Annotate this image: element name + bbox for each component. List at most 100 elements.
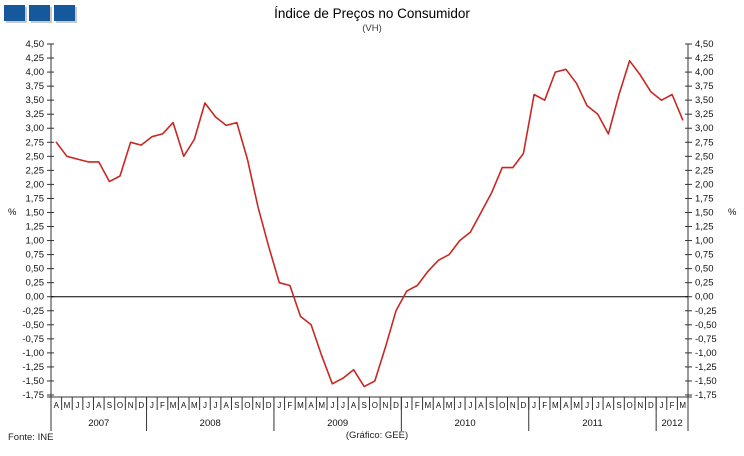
y-tick-label: -0,75 (22, 334, 44, 345)
y-tick-label: 0,50 (695, 264, 714, 275)
month-label: S (616, 401, 621, 410)
y-tick-label: -1,50 (22, 376, 44, 387)
month-label: O (626, 401, 632, 410)
logo-square (29, 5, 50, 21)
y-tick-label: 0,00 (26, 292, 45, 303)
source-label: Fonte: INE (8, 432, 54, 443)
y-tick-label: 2,50 (695, 151, 714, 162)
month-label: F (287, 401, 292, 410)
y-tick-label: -1,25 (695, 362, 717, 373)
month-label: M (679, 401, 686, 410)
y-tick-label: 3,25 (695, 109, 714, 120)
month-label: S (489, 401, 494, 410)
y-tick-label: 2,25 (26, 165, 45, 176)
month-label: A (563, 401, 569, 410)
month-label: J (341, 401, 345, 410)
month-label: M (318, 401, 325, 410)
y-tick-label: 1,25 (26, 222, 45, 233)
month-label: M (64, 401, 71, 410)
y-tick-label: 0,75 (695, 250, 714, 261)
month-label: F (415, 401, 420, 410)
cpi-line (55, 59, 684, 388)
month-label: M (297, 401, 304, 410)
y-tick-label: 4,50 (26, 39, 45, 50)
month-label: A (478, 401, 484, 410)
y-tick-label: 2,00 (26, 179, 45, 190)
y-tick-label: -0,50 (22, 320, 44, 331)
percent-label-left: % (8, 207, 17, 218)
month-label: N (637, 401, 643, 410)
month-label: M (425, 401, 432, 410)
month-label: N (255, 401, 261, 410)
y-tick-label: 3,75 (695, 81, 714, 92)
month-label: M (170, 401, 177, 410)
month-label: J (468, 401, 472, 410)
y-tick-label: 3,50 (695, 95, 714, 106)
month-label: J (277, 401, 281, 410)
y-tick-label: -1,25 (22, 362, 44, 373)
month-label: M (446, 401, 453, 410)
month-label: O (372, 401, 378, 410)
y-tick-label: 1,50 (695, 207, 714, 218)
month-label: S (107, 401, 112, 410)
year-label: 2011 (582, 418, 602, 429)
month-label: S (362, 401, 367, 410)
y-tick-label: -0,25 (22, 306, 44, 317)
year-label: 2010 (454, 418, 475, 429)
y-tick-label: 3,50 (26, 95, 45, 106)
logo-square (4, 5, 25, 21)
month-label: A (308, 401, 314, 410)
month-label: M (552, 401, 559, 410)
y-tick-label: -1,75 (695, 390, 717, 401)
y-tick-label: 0,75 (26, 250, 45, 261)
chart-title: Índice de Preços no Consumidor (274, 6, 470, 21)
logo-square (54, 5, 75, 21)
month-label: A (54, 401, 60, 410)
chart-subtitle: (VH) (362, 23, 382, 34)
y-tick-label: 1,75 (695, 193, 714, 204)
y-tick-label: 4,25 (26, 53, 45, 64)
month-label: D (648, 401, 654, 410)
month-label: F (542, 401, 547, 410)
month-label: A (351, 401, 357, 410)
y-tick-label: 1,00 (695, 236, 714, 247)
y-tick-label: 1,50 (26, 207, 45, 218)
month-label: N (383, 401, 389, 410)
month-label: J (458, 401, 462, 410)
y-tick-label: -0,75 (695, 334, 717, 345)
y-tick-label: -1,50 (695, 376, 717, 387)
y-tick-label: 2,00 (695, 179, 714, 190)
month-label: J (86, 401, 90, 410)
y-tick-label: 0,25 (26, 278, 45, 289)
y-tick-label: 1,75 (26, 193, 45, 204)
year-label: 2012 (662, 418, 683, 429)
month-label: F (160, 401, 165, 410)
month-label: D (393, 401, 399, 410)
month-label: D (521, 401, 527, 410)
y-tick-label: 0,00 (695, 292, 714, 303)
y-tick-label: 2,25 (695, 165, 714, 176)
y-tick-label: 2,75 (695, 137, 714, 148)
y-tick-label: 4,25 (695, 53, 714, 64)
y-tick-label: 4,50 (695, 39, 714, 50)
y-tick-label: 2,75 (26, 137, 45, 148)
y-tick-label: -1,00 (695, 348, 717, 359)
month-label: A (606, 401, 612, 410)
month-label: J (203, 401, 207, 410)
y-tick-label: 1,25 (695, 222, 714, 233)
y-tick-label: 0,50 (26, 264, 45, 275)
month-label: J (585, 401, 589, 410)
month-label: D (266, 401, 272, 410)
y-tick-label: -0,50 (695, 320, 717, 331)
y-tick-label: 4,00 (695, 67, 714, 78)
year-label: 2009 (327, 418, 348, 429)
month-label: J (532, 401, 536, 410)
y-tick-label: 3,75 (26, 81, 45, 92)
percent-label-right: % (728, 207, 737, 218)
month-label: O (244, 401, 250, 410)
month-label: S (234, 401, 239, 410)
month-label: A (436, 401, 442, 410)
month-label: J (330, 401, 334, 410)
month-label: J (214, 401, 218, 410)
